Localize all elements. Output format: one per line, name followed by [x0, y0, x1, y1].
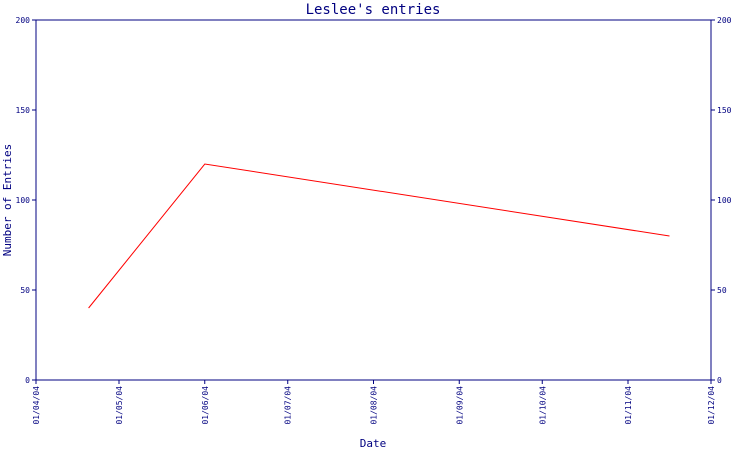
- x-axis-label: Date: [360, 437, 387, 450]
- y-tick-label-right: 200: [717, 16, 732, 25]
- series-line: [88, 163, 670, 309]
- y-tick-label: 50: [20, 286, 30, 295]
- x-tick-label: 01/11/04: [624, 386, 633, 425]
- x-tick-label: 01/06/04: [201, 386, 210, 425]
- y-tick-label-right: 50: [717, 286, 727, 295]
- x-tick-label: 01/05/04: [115, 386, 124, 425]
- y-tick-label: 200: [16, 16, 31, 25]
- x-tick-label: 01/09/04: [455, 386, 464, 425]
- x-tick-label: 01/07/04: [284, 386, 293, 425]
- x-tick-label: 01/08/04: [370, 386, 379, 425]
- plot-area-frame: [35, 19, 712, 381]
- series-group: [88, 163, 670, 309]
- y-tick-label-right: 100: [717, 196, 732, 205]
- y-tick-label: 100: [16, 196, 31, 205]
- y-axis-ticks: 0 0 50 50 100 100 150 150 200 200: [16, 16, 732, 385]
- x-tick-label: 01/10/04: [538, 386, 547, 425]
- x-tick-label: 01/12/04: [707, 386, 716, 425]
- y-tick-label-right: 0: [717, 376, 722, 385]
- x-tick-label: 01/04/04: [32, 386, 41, 425]
- y-tick-label: 150: [16, 106, 31, 115]
- chart-title: Leslee's entries: [306, 2, 441, 18]
- y-tick-label: 0: [25, 376, 30, 385]
- x-axis-ticks: 01/04/04 01/05/04 01/06/04 01/07/04 01/08/04…: [32, 380, 716, 425]
- y-tick-label-right: 150: [717, 106, 732, 115]
- y-axis-label: Number of Entries: [1, 144, 14, 257]
